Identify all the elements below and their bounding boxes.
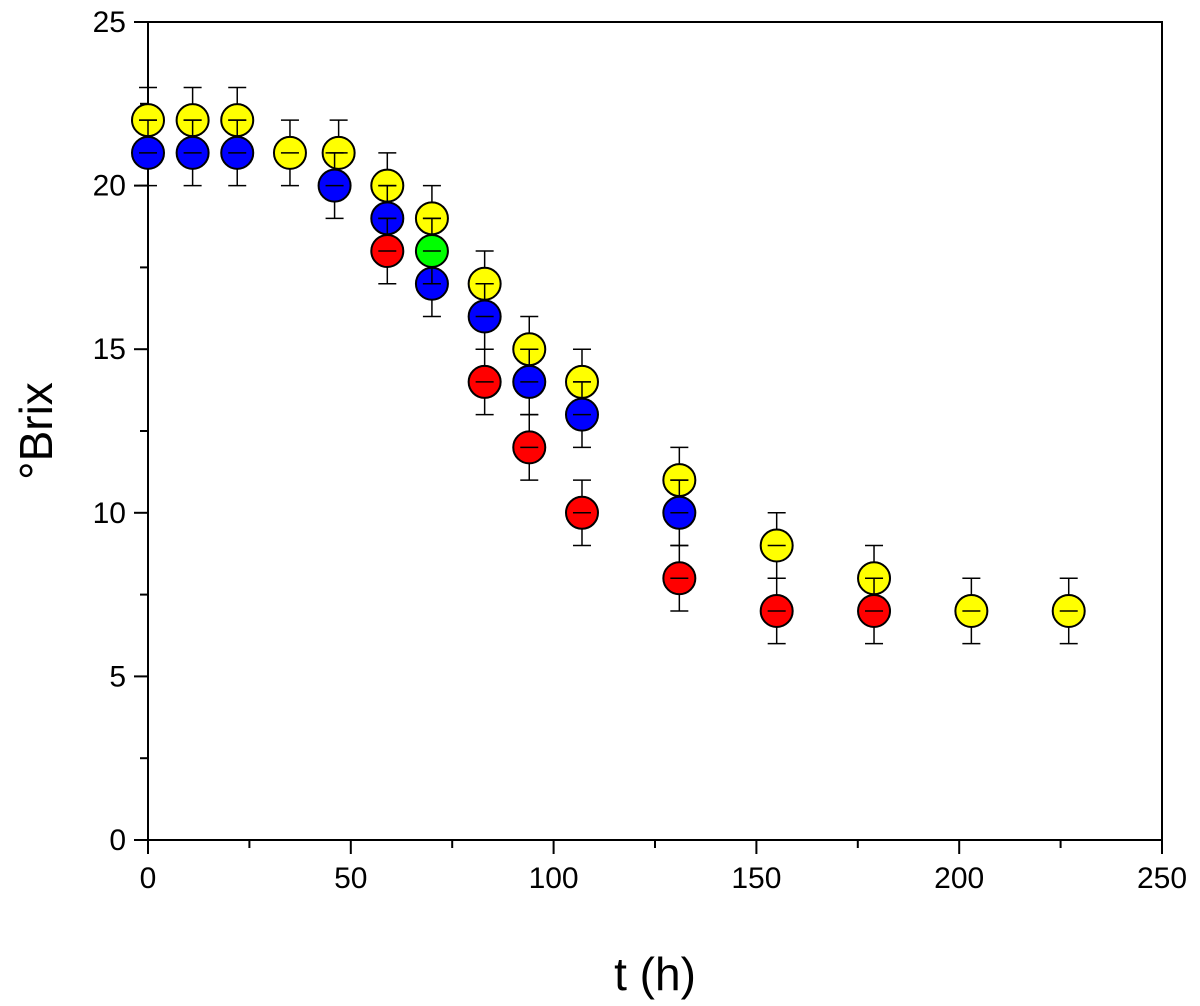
x-tick-label: 200 xyxy=(934,862,984,895)
x-tick-label: 150 xyxy=(731,862,781,895)
series-1 xyxy=(131,119,697,547)
y-tick-label: 25 xyxy=(93,6,126,39)
y-tick-label: 0 xyxy=(109,824,126,857)
x-tick-label: 250 xyxy=(1137,862,1187,895)
y-tick-label: 5 xyxy=(109,660,126,693)
series-2 xyxy=(370,217,892,645)
x-tick-label: 0 xyxy=(140,862,157,895)
x-tick-label: 100 xyxy=(529,862,579,895)
series-0 xyxy=(131,86,1086,645)
x-axis-title: t (h) xyxy=(614,948,696,1000)
y-tick-label: 10 xyxy=(93,497,126,530)
series-3 xyxy=(414,217,449,285)
y-axis-title: °Brix xyxy=(10,382,62,480)
y-tick-label: 20 xyxy=(93,170,126,203)
x-tick-label: 50 xyxy=(334,862,367,895)
y-tick-label: 15 xyxy=(93,333,126,366)
y-axis: 0 5 10 15 20 25 xyxy=(93,6,148,857)
x-axis: 0 50 100 150 200 250 xyxy=(140,840,1187,895)
data-points xyxy=(131,86,1086,645)
